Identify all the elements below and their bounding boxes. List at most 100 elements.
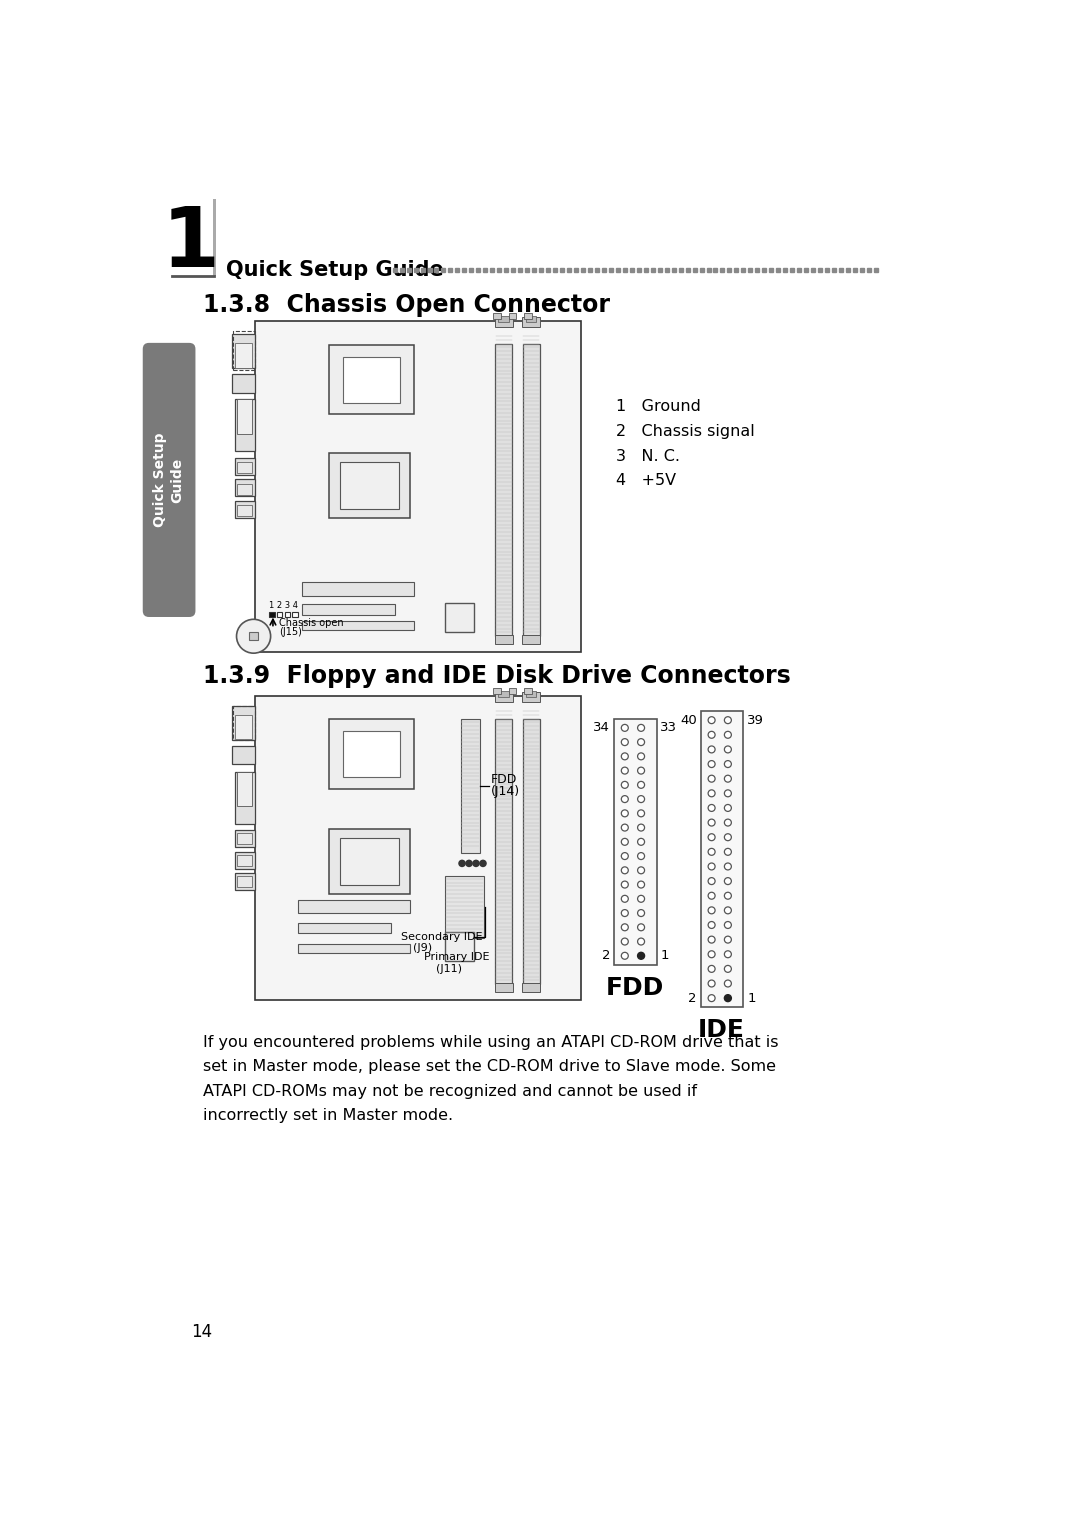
Circle shape bbox=[621, 725, 629, 731]
Text: 40: 40 bbox=[680, 714, 697, 726]
Text: 2: 2 bbox=[602, 950, 610, 962]
Bar bbox=[235, 772, 255, 824]
Bar bbox=[232, 705, 255, 740]
Bar bbox=[522, 635, 540, 644]
Bar bbox=[237, 833, 252, 844]
Circle shape bbox=[621, 810, 629, 816]
Bar bbox=[237, 772, 252, 806]
Circle shape bbox=[725, 965, 731, 972]
Circle shape bbox=[725, 922, 731, 928]
Circle shape bbox=[708, 862, 715, 870]
Circle shape bbox=[637, 810, 645, 816]
Bar bbox=[526, 317, 537, 323]
Circle shape bbox=[480, 861, 486, 867]
Circle shape bbox=[637, 752, 645, 760]
Circle shape bbox=[637, 939, 645, 945]
Circle shape bbox=[708, 907, 715, 914]
Circle shape bbox=[637, 838, 645, 846]
Bar bbox=[522, 693, 540, 702]
Bar bbox=[237, 506, 252, 517]
Text: FDD: FDD bbox=[606, 976, 664, 1000]
Circle shape bbox=[637, 953, 645, 959]
Bar bbox=[460, 719, 480, 853]
Text: FDD: FDD bbox=[490, 774, 517, 786]
Bar bbox=[235, 830, 255, 847]
Bar bbox=[496, 719, 512, 985]
Circle shape bbox=[708, 760, 715, 768]
Text: Primary IDE: Primary IDE bbox=[424, 953, 489, 962]
Circle shape bbox=[637, 781, 645, 789]
Bar bbox=[495, 693, 513, 702]
Circle shape bbox=[708, 775, 715, 783]
Bar bbox=[293, 612, 298, 618]
Bar bbox=[524, 313, 531, 320]
Circle shape bbox=[637, 824, 645, 832]
Bar bbox=[445, 602, 474, 633]
Text: 2   Chassis signal: 2 Chassis signal bbox=[616, 424, 754, 439]
Circle shape bbox=[725, 951, 731, 957]
Circle shape bbox=[637, 924, 645, 931]
Circle shape bbox=[725, 980, 731, 988]
Bar bbox=[237, 876, 252, 887]
FancyBboxPatch shape bbox=[143, 342, 195, 618]
Bar bbox=[232, 333, 255, 368]
Text: 14: 14 bbox=[191, 1323, 212, 1341]
Text: (J15): (J15) bbox=[279, 627, 302, 636]
Text: 2: 2 bbox=[688, 992, 697, 1005]
Bar bbox=[232, 375, 255, 393]
Circle shape bbox=[725, 995, 731, 1001]
Bar bbox=[509, 688, 516, 694]
Text: 39: 39 bbox=[747, 714, 765, 726]
Bar bbox=[526, 691, 537, 697]
Circle shape bbox=[725, 804, 731, 812]
Circle shape bbox=[637, 853, 645, 859]
Bar bbox=[301, 604, 394, 615]
Circle shape bbox=[708, 790, 715, 797]
Circle shape bbox=[459, 861, 465, 867]
Circle shape bbox=[621, 795, 629, 803]
Circle shape bbox=[725, 775, 731, 783]
Text: 1: 1 bbox=[747, 992, 756, 1005]
Circle shape bbox=[725, 760, 731, 768]
Circle shape bbox=[637, 725, 645, 731]
Bar bbox=[499, 691, 510, 697]
Bar bbox=[342, 731, 400, 777]
Bar bbox=[523, 344, 540, 636]
Circle shape bbox=[621, 768, 629, 774]
Circle shape bbox=[637, 867, 645, 873]
Circle shape bbox=[621, 824, 629, 832]
Text: incorrectly set in Master mode.: incorrectly set in Master mode. bbox=[203, 1109, 454, 1124]
Text: 1: 1 bbox=[162, 203, 220, 284]
Circle shape bbox=[708, 980, 715, 988]
Bar bbox=[248, 633, 258, 641]
Bar bbox=[445, 876, 484, 939]
Circle shape bbox=[621, 752, 629, 760]
Bar bbox=[499, 317, 510, 323]
Bar bbox=[235, 399, 255, 451]
Circle shape bbox=[621, 867, 629, 873]
Circle shape bbox=[708, 820, 715, 826]
Text: Secondary IDE: Secondary IDE bbox=[401, 931, 483, 942]
Circle shape bbox=[621, 781, 629, 789]
Text: set in Master mode, please set the CD-ROM drive to Slave mode. Some: set in Master mode, please set the CD-RO… bbox=[203, 1060, 777, 1075]
Bar bbox=[522, 318, 540, 327]
Circle shape bbox=[708, 833, 715, 841]
Circle shape bbox=[725, 833, 731, 841]
Circle shape bbox=[725, 849, 731, 855]
Bar bbox=[255, 696, 581, 1000]
Circle shape bbox=[637, 768, 645, 774]
Text: Quick Setup Guide: Quick Setup Guide bbox=[227, 260, 444, 280]
Bar bbox=[495, 635, 513, 644]
Circle shape bbox=[708, 731, 715, 739]
Bar bbox=[495, 983, 513, 992]
Text: IDE: IDE bbox=[699, 1018, 745, 1043]
Text: 33: 33 bbox=[661, 722, 677, 734]
Bar bbox=[523, 719, 540, 985]
Circle shape bbox=[637, 896, 645, 902]
Circle shape bbox=[708, 717, 715, 723]
Circle shape bbox=[725, 717, 731, 723]
Circle shape bbox=[621, 739, 629, 746]
Circle shape bbox=[473, 861, 480, 867]
Bar bbox=[213, 199, 216, 275]
Bar bbox=[255, 321, 581, 651]
